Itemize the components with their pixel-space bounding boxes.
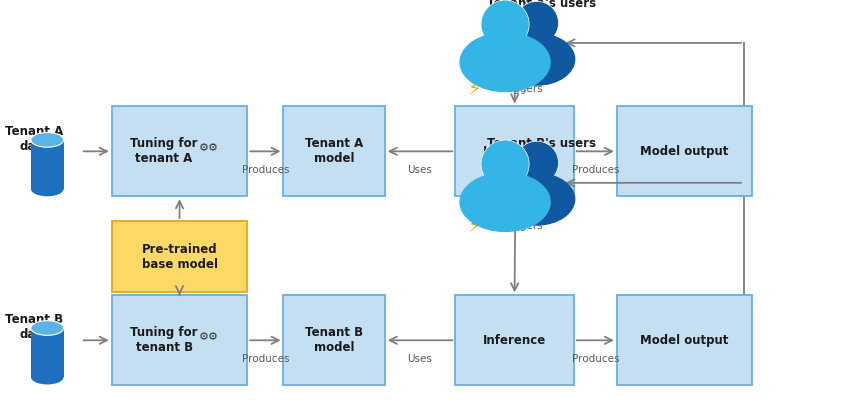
Text: Produces: Produces: [241, 354, 289, 364]
FancyBboxPatch shape: [283, 106, 385, 196]
Text: Tuning for
tenant B: Tuning for tenant B: [131, 326, 198, 354]
FancyBboxPatch shape: [112, 106, 247, 196]
Text: Produces: Produces: [241, 165, 289, 175]
Text: Tenant A's users: Tenant A's users: [486, 0, 596, 10]
Text: Inference: Inference: [483, 334, 546, 347]
Ellipse shape: [515, 1, 558, 45]
FancyBboxPatch shape: [617, 106, 752, 196]
Text: Model output: Model output: [641, 145, 728, 158]
Ellipse shape: [31, 182, 64, 196]
Ellipse shape: [460, 172, 551, 232]
Text: ⚙⚙: ⚙⚙: [199, 332, 219, 342]
Ellipse shape: [515, 141, 558, 184]
Text: Triggers: Triggers: [501, 221, 542, 231]
Ellipse shape: [31, 370, 64, 384]
FancyBboxPatch shape: [31, 140, 64, 189]
Text: Model output: Model output: [641, 334, 728, 347]
Text: Tenant A
model: Tenant A model: [305, 137, 363, 165]
Text: Tuning for
tenant A: Tuning for tenant A: [131, 137, 198, 165]
Text: Tenant B's users: Tenant B's users: [487, 137, 595, 150]
FancyBboxPatch shape: [617, 295, 752, 385]
FancyBboxPatch shape: [455, 295, 574, 385]
Text: Tenant B
model: Tenant B model: [305, 326, 363, 354]
Text: Tenant B
data: Tenant B data: [5, 313, 64, 341]
Ellipse shape: [460, 32, 551, 92]
Ellipse shape: [31, 133, 64, 147]
Text: Triggers: Triggers: [501, 84, 542, 94]
Ellipse shape: [498, 33, 576, 86]
Text: Produces: Produces: [571, 354, 619, 364]
Ellipse shape: [498, 173, 576, 226]
Text: ⚡: ⚡: [467, 218, 481, 236]
Text: Tenant A
data: Tenant A data: [5, 125, 64, 153]
Text: ⚙⚙: ⚙⚙: [199, 143, 219, 153]
FancyBboxPatch shape: [31, 328, 64, 377]
Text: Uses: Uses: [408, 354, 432, 364]
FancyBboxPatch shape: [112, 295, 247, 385]
Ellipse shape: [481, 140, 529, 188]
FancyBboxPatch shape: [283, 295, 385, 385]
Text: Produces: Produces: [571, 165, 619, 175]
Text: Pre-trained
base model: Pre-trained base model: [142, 243, 217, 271]
Text: ⚡: ⚡: [467, 81, 481, 99]
FancyBboxPatch shape: [112, 221, 247, 292]
Ellipse shape: [481, 0, 529, 48]
FancyBboxPatch shape: [455, 106, 574, 196]
Text: Uses: Uses: [408, 165, 432, 175]
Text: Inference: Inference: [483, 145, 546, 158]
Ellipse shape: [31, 321, 64, 335]
